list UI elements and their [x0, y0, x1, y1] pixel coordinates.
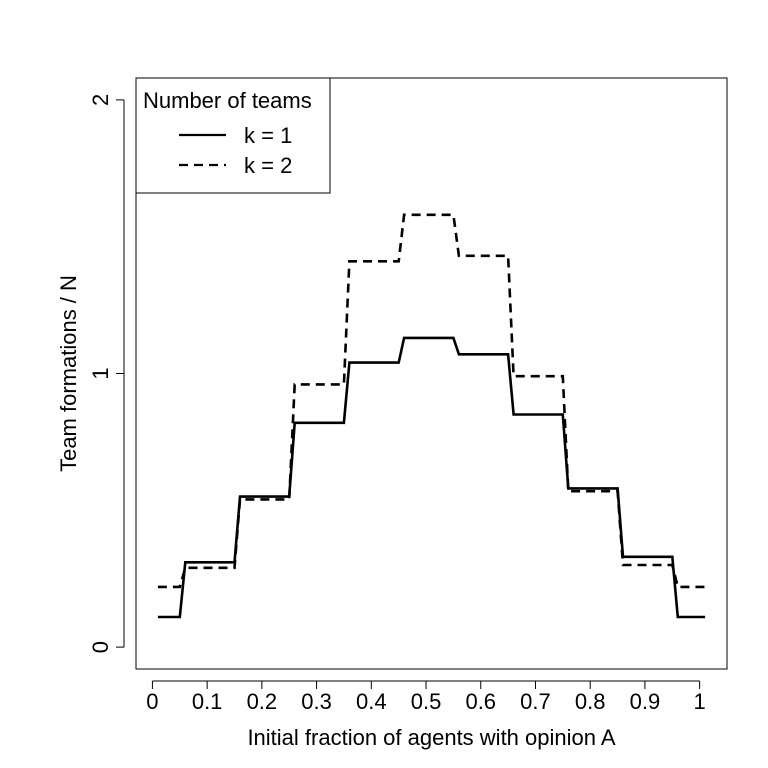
legend-label-k2: k = 2: [244, 153, 292, 178]
x-tick-label: 1: [694, 689, 706, 714]
x-tick-label: 0.1: [192, 689, 223, 714]
x-tick-label: 0.9: [630, 689, 661, 714]
series-line-k2: [157, 213, 706, 589]
legend-title: Number of teams: [143, 88, 312, 113]
x-tick-label: 0.3: [301, 689, 332, 714]
legend-box: [135, 77, 331, 194]
x-axis: 0 0.1 0.2 0.3 0.4 0.5 0.6 0.7 0.8 0.9 1: [146, 680, 706, 714]
y-tick-label: 0: [88, 641, 113, 653]
legend: Number of teams k = 1 k = 2: [135, 77, 331, 194]
y-axis-title: Team formations / N: [56, 275, 81, 472]
x-tick-label: 0.6: [465, 689, 496, 714]
x-axis-title: Initial fraction of agents with opinion …: [247, 725, 615, 750]
x-tick-label: 0: [146, 689, 158, 714]
x-tick-label: 0.4: [356, 689, 387, 714]
x-tick-label: 0.5: [411, 689, 442, 714]
legend-label-k1: k = 1: [244, 123, 292, 148]
x-tick-label: 0.7: [520, 689, 551, 714]
x-tick-label: 0.2: [247, 689, 278, 714]
y-tick-label: 2: [88, 94, 113, 106]
y-tick-label: 1: [88, 367, 113, 379]
series-layer: [157, 213, 706, 619]
x-tick-label: 0.8: [575, 689, 606, 714]
y-axis: 0 1 2: [88, 94, 125, 653]
plot-frame: [135, 77, 728, 670]
